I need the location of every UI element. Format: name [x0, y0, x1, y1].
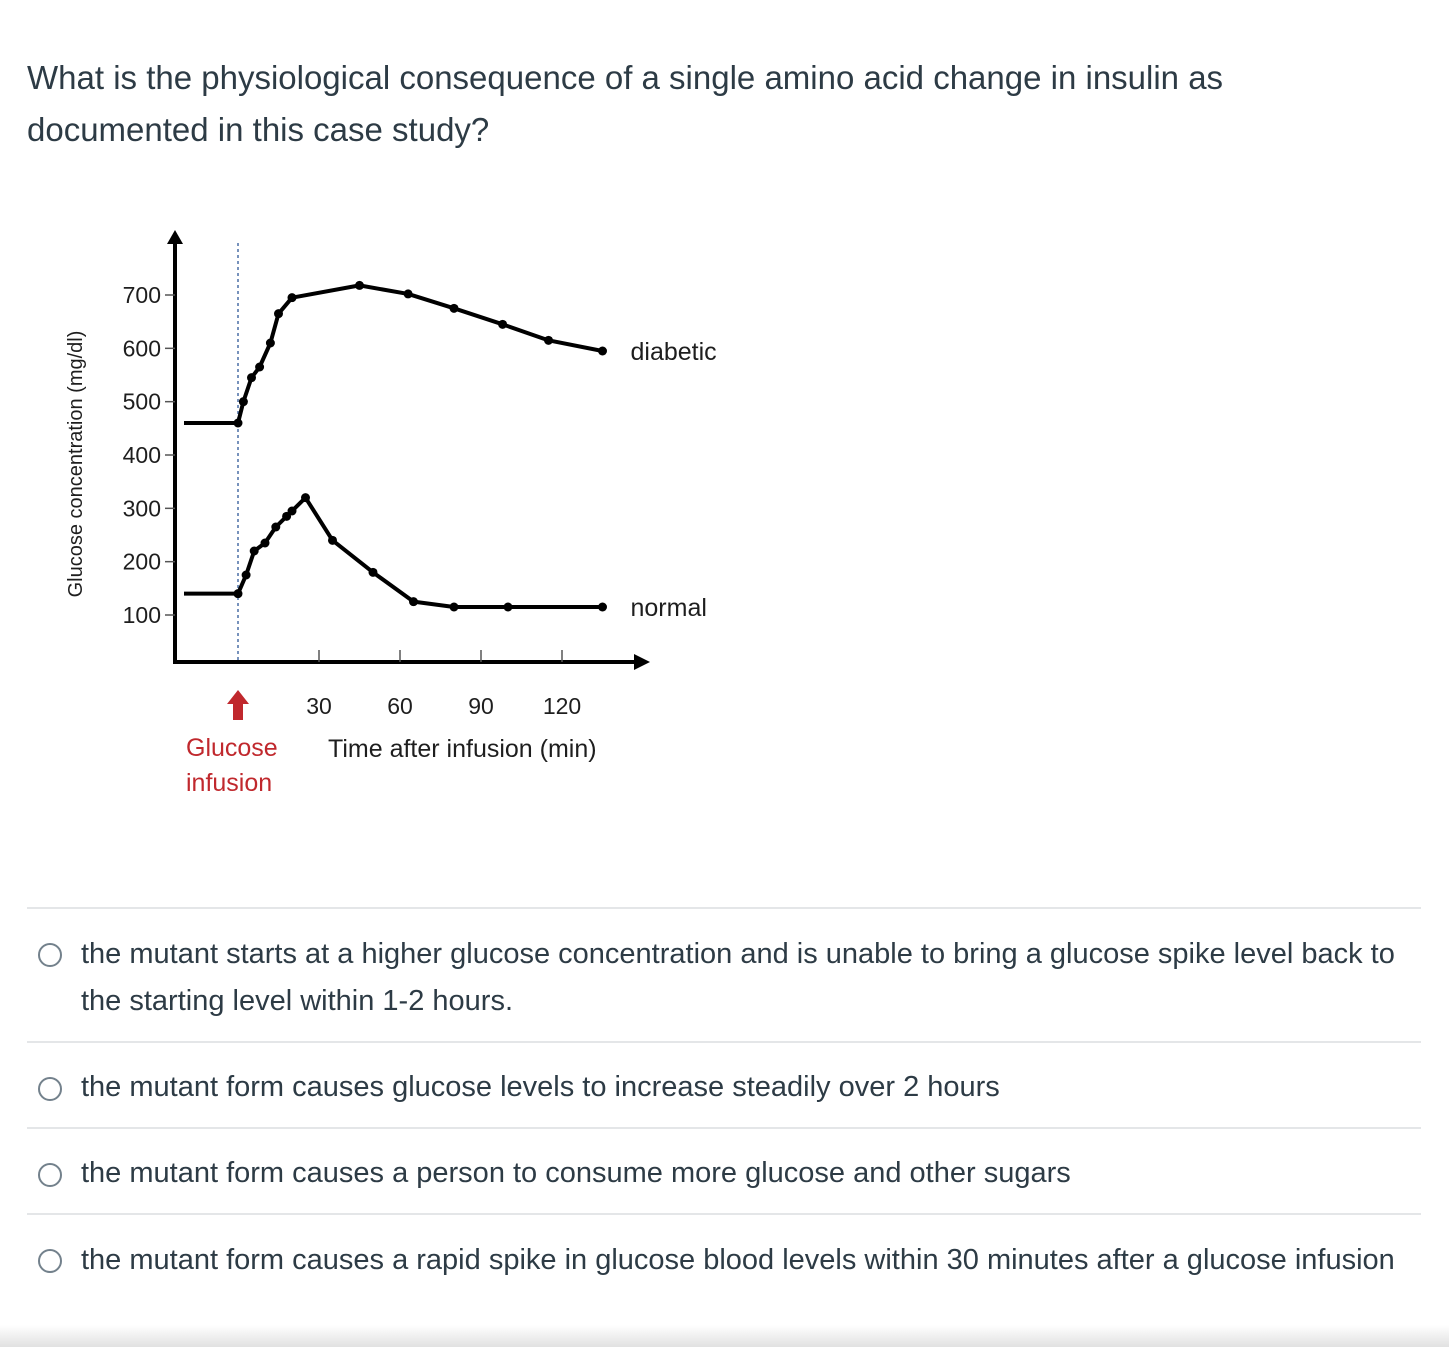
data-point-diabetic	[498, 319, 508, 329]
radio-button[interactable]	[38, 943, 62, 967]
data-point-normal	[503, 602, 513, 612]
data-point-diabetic	[247, 373, 256, 383]
data-point-diabetic	[238, 397, 248, 407]
data-point-diabetic	[403, 289, 413, 299]
infusion-label-line2: infusion	[186, 769, 272, 797]
series-label-diabetic: diabetic	[631, 338, 717, 366]
y-tick-label: 300	[123, 495, 161, 521]
y-tick-label: 100	[123, 602, 161, 628]
x-tick-label: 90	[468, 693, 494, 719]
x-axis-label: Time after infusion (min)	[328, 735, 597, 763]
answer-list: the mutant starts at a higher glucose co…	[27, 907, 1421, 1347]
answer-option-2[interactable]: the mutant form causes glucose levels to…	[27, 1041, 1421, 1127]
data-point-normal	[271, 522, 281, 532]
question-text: What is the physiological consequence of…	[27, 59, 1224, 148]
data-point-normal	[598, 602, 607, 612]
data-point-normal	[241, 570, 251, 580]
radio-button[interactable]	[38, 1077, 62, 1101]
data-point-normal	[233, 589, 243, 599]
data-point-diabetic	[598, 346, 607, 356]
answer-option-1[interactable]: the mutant starts at a higher glucose co…	[27, 907, 1421, 1041]
data-point-diabetic	[355, 280, 364, 290]
x-tick-label: 60	[387, 693, 413, 719]
y-tick-label: 600	[123, 335, 161, 361]
data-point-diabetic	[265, 338, 275, 348]
x-axis-arrow	[634, 654, 650, 670]
data-point-normal	[409, 597, 418, 607]
data-point-diabetic	[233, 418, 243, 428]
glucose-chart: 100 200 300 400 500 600 700 30 60 90 120 Glucose co…	[40, 215, 760, 815]
series-line-normal	[184, 495, 603, 609]
y-tick-label: 700	[123, 282, 161, 308]
answer-option-3[interactable]: the mutant form causes a person to consu…	[27, 1127, 1421, 1213]
radio-button[interactable]	[38, 1163, 62, 1187]
answer-label: the mutant starts at a higher glucose co…	[81, 938, 1395, 1017]
data-point-diabetic	[449, 303, 459, 313]
radio-button[interactable]	[38, 1249, 62, 1273]
answer-label: the mutant form causes a person to consu…	[81, 1157, 1071, 1189]
data-point-normal	[368, 567, 378, 577]
answer-option-4[interactable]: the mutant form causes a rapid spike in …	[27, 1213, 1421, 1347]
bottom-shadow	[0, 1325, 1449, 1347]
y-tick-label: 200	[123, 549, 161, 575]
data-point-diabetic	[544, 335, 553, 345]
infusion-label-line1: Glucose	[186, 734, 278, 762]
data-point-diabetic	[274, 309, 283, 319]
data-point-normal	[287, 506, 297, 516]
answer-label: the mutant form causes glucose levels to…	[81, 1071, 1000, 1103]
y-axis-label: Glucose concentration (mg/dl)	[65, 331, 87, 598]
chart-svg: 100 200 300 400 500 600 700 30 60 90 120 Glucose co…	[65, 230, 717, 797]
data-point-normal	[328, 535, 337, 545]
data-point-normal	[260, 538, 270, 548]
infusion-arrow-head	[227, 690, 249, 704]
data-point-normal	[249, 546, 259, 556]
y-tick-label: 400	[123, 442, 161, 468]
x-tick-label: 120	[543, 693, 581, 719]
series-label-normal: normal	[631, 594, 707, 622]
data-point-diabetic	[255, 362, 265, 372]
answer-label: the mutant form causes a rapid spike in …	[81, 1244, 1395, 1276]
x-tick-label: 30	[306, 693, 332, 719]
infusion-arrow-shaft	[233, 703, 243, 720]
y-axis-arrow	[167, 230, 183, 244]
data-point-normal	[301, 493, 310, 503]
y-tick-label: 500	[123, 389, 161, 415]
data-point-normal	[449, 602, 459, 612]
data-point-diabetic	[287, 293, 297, 303]
